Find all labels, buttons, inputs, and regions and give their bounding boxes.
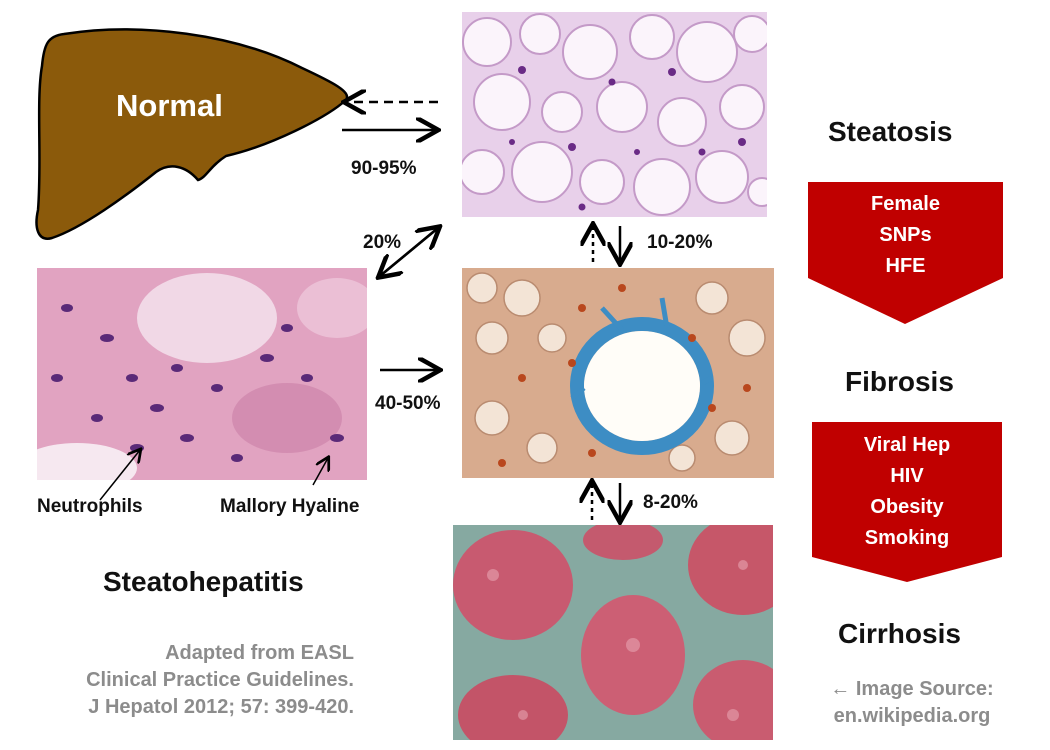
neutrophils-label: Neutrophils bbox=[37, 496, 143, 517]
steatosis-histology-image bbox=[462, 12, 767, 217]
liver-shape bbox=[35, 28, 349, 240]
pct-steatohepatitis-fibrosis: 40-50% bbox=[375, 393, 441, 414]
banner-arrow-shape bbox=[812, 422, 1002, 582]
risk-factor-item: Viral Hep bbox=[863, 434, 951, 456]
risk-factors-banner-steatosis-fibrosis: Female SNPs HFE bbox=[808, 182, 1003, 324]
mallory-hyaline-label: Mallory Hyaline bbox=[220, 496, 360, 517]
cirrhosis-label: Cirrhosis bbox=[838, 618, 961, 649]
citation-block: Adapted from EASL Clinical Practice Guid… bbox=[38, 640, 354, 721]
pct-normal-steatosis: 90-95% bbox=[351, 158, 417, 179]
banner-arrow-shape bbox=[808, 182, 1003, 324]
arrow-steatosis-steatohepatitis bbox=[380, 227, 439, 276]
risk-factor-item: SNPs bbox=[879, 224, 932, 246]
risk-factor-item: Smoking bbox=[864, 527, 950, 549]
steatosis-label: Steatosis bbox=[828, 116, 953, 147]
risk-factor-item: HIV bbox=[890, 465, 924, 487]
risk-factor-item: Female bbox=[871, 193, 940, 215]
image-source-block: ← Image Source: en.wikipedia.org bbox=[812, 676, 1012, 730]
fibrosis-label: Fibrosis bbox=[845, 366, 954, 397]
risk-factors-banner-fibrosis-cirrhosis: Viral Hep HIV Obesity Smoking bbox=[812, 422, 1002, 582]
cirrhosis-histology-image bbox=[453, 525, 773, 740]
image-source-link[interactable]: en.wikipedia.org bbox=[833, 705, 991, 727]
pointer-neutrophils bbox=[99, 450, 140, 501]
normal-label: Normal bbox=[116, 88, 223, 123]
citation-line: Adapted from EASL bbox=[165, 642, 354, 664]
pointer-mallory-hyaline bbox=[312, 458, 328, 486]
steatohepatitis-label: Steatohepatitis bbox=[103, 566, 304, 597]
steatohepatitis-histology-image bbox=[37, 268, 367, 480]
citation-line: Clinical Practice Guidelines. bbox=[86, 669, 354, 691]
pct-fibrosis-cirrhosis: 8-20% bbox=[643, 492, 698, 513]
fibrosis-histology-image bbox=[462, 268, 774, 478]
risk-factor-item: HFE bbox=[885, 255, 926, 277]
pct-steatosis-fibrosis: 10-20% bbox=[647, 232, 713, 253]
image-source-line: ← Image Source: bbox=[830, 678, 994, 700]
citation-line: J Hepatol 2012; 57: 399-420. bbox=[88, 696, 354, 718]
pct-steatosis-steatohepatitis: 20% bbox=[363, 232, 402, 253]
risk-factor-item: Obesity bbox=[870, 496, 944, 518]
